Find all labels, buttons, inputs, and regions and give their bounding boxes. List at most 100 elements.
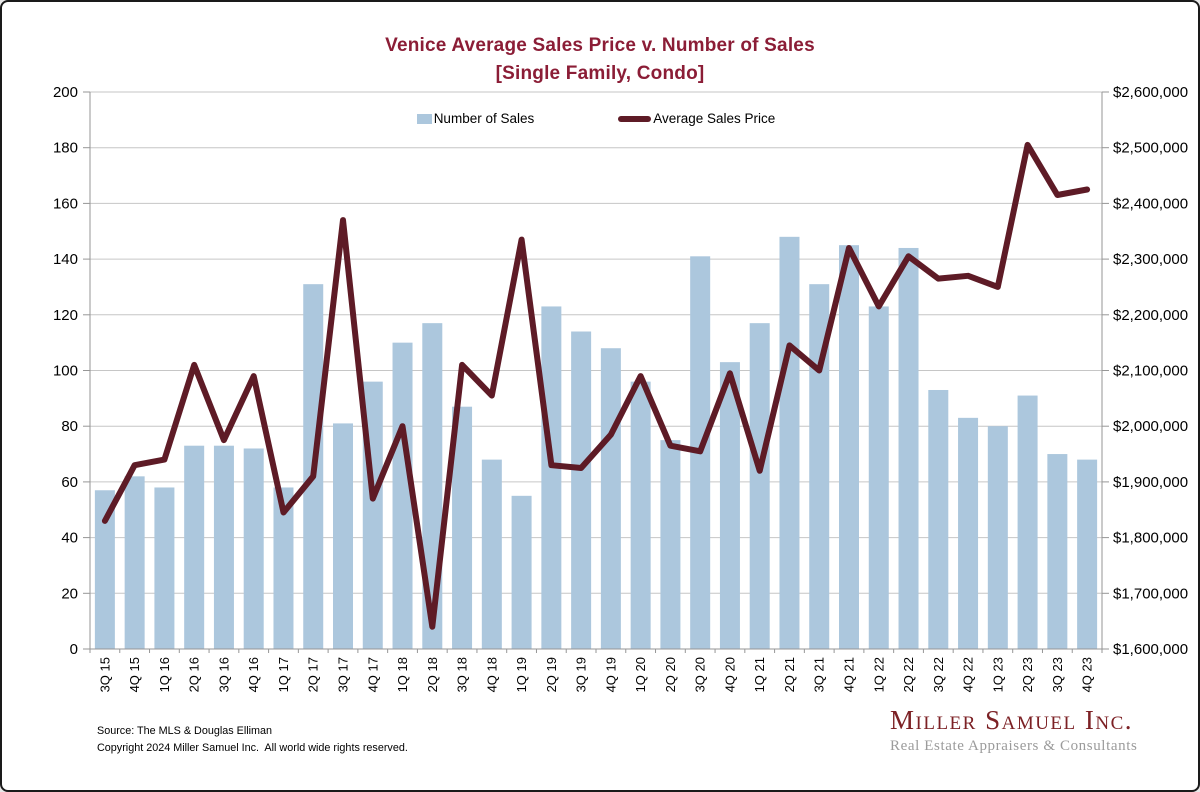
chart-title-line1: Venice Average Sales Price v. Number of … <box>385 35 815 56</box>
sales-bar <box>333 423 353 649</box>
right-axis-tick-label: $2,000,000 <box>1113 418 1188 435</box>
x-axis-category-label: 3Q 22 <box>931 657 946 692</box>
sales-bar <box>749 323 770 649</box>
source-line: Source: The MLS & Douglas Elliman <box>97 725 273 737</box>
left-axis-tick-label: 120 <box>53 307 78 324</box>
sales-bar <box>392 342 413 649</box>
sales-bar <box>184 445 205 649</box>
x-axis-category-label: 1Q 18 <box>395 657 410 692</box>
sales-bar <box>958 417 979 649</box>
sales-bar <box>571 331 592 649</box>
sales-bar <box>630 381 651 649</box>
sales-bar <box>660 440 681 649</box>
left-axis-tick-label: 160 <box>53 195 78 212</box>
sales-bar <box>154 487 175 649</box>
right-axis-tick-label: $1,900,000 <box>1113 474 1188 491</box>
x-axis-category-label: 2Q 16 <box>187 657 202 692</box>
bar-swatch-icon <box>416 113 432 124</box>
logo-company-name: Miller Samuel Inc. <box>890 705 1134 735</box>
sales-bar <box>422 323 443 649</box>
sales-bar <box>1077 459 1098 649</box>
x-axis-category-label: 3Q 19 <box>574 657 589 692</box>
sales-bar <box>1047 454 1068 649</box>
x-axis-category-label: 1Q 19 <box>514 657 529 692</box>
average-price-line <box>101 141 1091 630</box>
right-axis-tick-label: $2,600,000 <box>1113 84 1188 101</box>
x-axis-category-label: 2Q 22 <box>901 657 916 692</box>
sales-bar <box>987 426 1008 649</box>
copyright-line: Copyright 2024 Miller Samuel Inc. All wo… <box>97 742 408 755</box>
left-axis-tick-label: 200 <box>53 84 78 101</box>
sales-bar <box>1017 395 1038 649</box>
chart-title: Venice Average Sales Price v. Number of … <box>2 32 1198 87</box>
right-axis-tick-label: $1,600,000 <box>1113 641 1188 658</box>
right-axis-tick-label: $2,400,000 <box>1113 195 1188 212</box>
sales-bar <box>511 495 532 649</box>
left-axis-tick-label: 60 <box>61 474 78 491</box>
x-axis-category-label: 4Q 17 <box>365 657 380 692</box>
x-axis-category-label: 4Q 20 <box>722 657 737 692</box>
sales-bar <box>868 306 889 649</box>
x-axis-category-label: 1Q 17 <box>276 657 291 692</box>
x-axis-category-label: 2Q 17 <box>306 657 321 692</box>
x-axis-category-label: 3Q 15 <box>97 657 112 692</box>
x-axis-category-label: 4Q 18 <box>484 657 499 692</box>
right-axis-tick-label: $1,700,000 <box>1113 585 1188 602</box>
sales-bar <box>213 445 234 649</box>
sales-bar <box>600 348 621 649</box>
sales-bar <box>839 245 859 650</box>
sales-bar <box>541 306 562 649</box>
legend-item-average-sales-price: Average Sales Price <box>618 111 775 126</box>
right-axis-tick-label: $2,100,000 <box>1113 363 1188 380</box>
x-axis-category-label: 2Q 21 <box>782 657 797 692</box>
sales-bar <box>94 490 115 649</box>
sales-bar <box>809 284 830 649</box>
x-axis-category-label: 3Q 18 <box>455 657 470 692</box>
x-axis-category-label: 4Q 21 <box>842 657 857 692</box>
x-axis-category-label: 2Q 23 <box>1020 657 1035 692</box>
legend-label-number-of-sales: Number of Sales <box>433 111 535 126</box>
x-axis-category-label: 1Q 21 <box>752 657 767 692</box>
sales-bar <box>898 247 919 649</box>
left-axis-tick-label: 80 <box>61 418 78 435</box>
x-axis-category-label: 3Q 17 <box>336 657 351 692</box>
sales-bar <box>273 487 294 649</box>
sales-bar <box>452 406 473 649</box>
logo-tagline: Real Estate Appraisers & Consultants <box>890 737 1138 754</box>
x-axis-category-label: 3Q 20 <box>693 657 708 692</box>
left-axis-tick-label: 40 <box>61 530 78 547</box>
x-axis-category-label: 3Q 16 <box>216 657 231 692</box>
sales-bar <box>779 236 800 649</box>
x-axis-category-label: 1Q 16 <box>157 657 172 692</box>
x-axis-category-label: 2Q 19 <box>544 657 559 692</box>
left-axis-tick-label: 140 <box>53 251 78 268</box>
chart-title-line2: [Single Family, Condo] <box>495 62 705 84</box>
x-axis-category-label: 3Q 21 <box>812 657 827 692</box>
source-note: Source: The MLS & Douglas Elliman Copyri… <box>97 723 408 758</box>
right-axis-tick-label: $1,800,000 <box>1113 530 1188 547</box>
x-axis-category-label: 3Q 23 <box>1050 657 1065 692</box>
x-axis-category-label: 4Q 15 <box>127 657 142 692</box>
right-axis-tick-label: $2,500,000 <box>1113 140 1188 157</box>
x-axis-category-label: 1Q 23 <box>990 657 1005 692</box>
line-swatch-icon <box>618 115 652 122</box>
x-axis-category-label: 2Q 20 <box>663 657 678 692</box>
x-axis-category-label: 2Q 18 <box>425 657 440 692</box>
left-axis-tick-label: 180 <box>53 140 78 157</box>
sales-bar <box>481 459 502 649</box>
x-axis-category-label: 1Q 20 <box>633 657 648 692</box>
x-axis-category-label: 1Q 22 <box>871 657 886 692</box>
legend-item-number-of-sales: Number of Sales <box>416 111 535 126</box>
x-axis-category-label: 4Q 19 <box>603 657 618 692</box>
right-axis-tick-label: $2,200,000 <box>1113 307 1188 324</box>
right-axis-tick-label: $2,300,000 <box>1113 251 1188 268</box>
sales-bar <box>719 362 740 649</box>
miller-samuel-logo: Miller Samuel Inc. Real Estate Appraiser… <box>890 705 1138 755</box>
left-axis-tick-label: 0 <box>70 641 78 658</box>
left-axis-tick-label: 20 <box>61 585 78 602</box>
x-axis-category-label: 4Q 23 <box>1080 657 1095 692</box>
legend: Number of Sales Average Sales Price <box>90 111 1102 126</box>
sales-bar <box>243 448 264 649</box>
